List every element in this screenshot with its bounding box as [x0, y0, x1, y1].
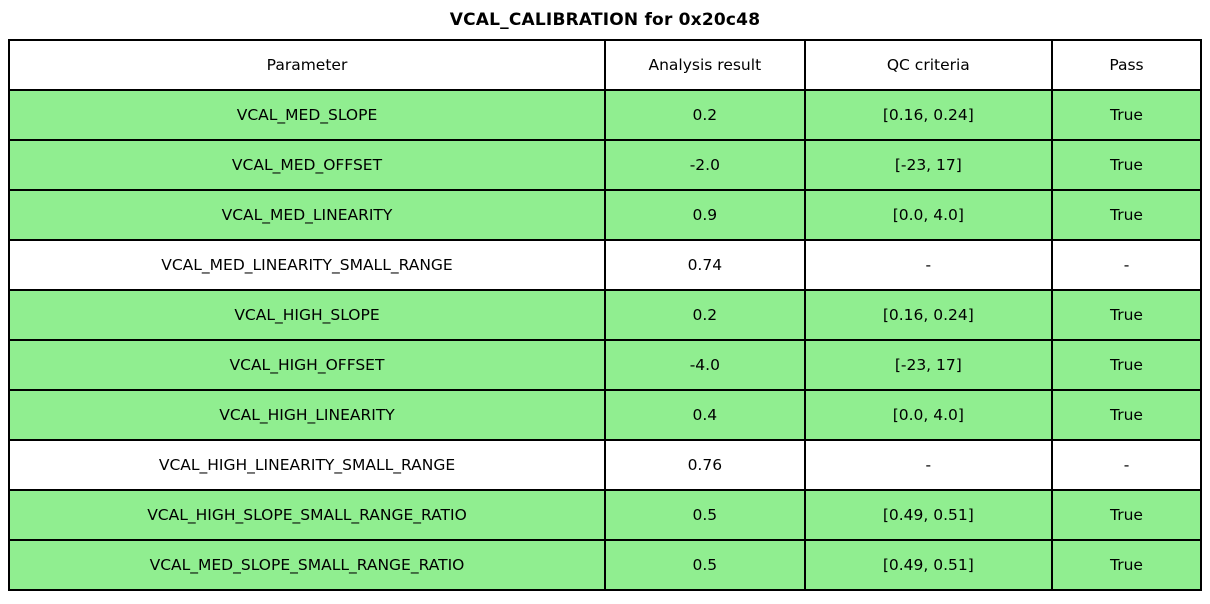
qc-results-table: Parameter Analysis result QC criteria Pa… [8, 39, 1203, 591]
cell-pass: True [1050, 339, 1203, 391]
cell-analysis-result: 0.74 [604, 239, 806, 291]
header-row: Parameter Analysis result QC criteria Pa… [8, 39, 1203, 91]
cell-pass: True [1050, 189, 1203, 241]
table-row: VCAL_MED_LINEARITY_SMALL_RANGE 0.74 - - [8, 239, 1203, 291]
cell-analysis-result: -2.0 [604, 139, 806, 191]
cell-qc-criteria: [0.16, 0.24] [803, 289, 1053, 341]
cell-parameter: VCAL_HIGH_LINEARITY_SMALL_RANGE [8, 439, 606, 491]
cell-pass: True [1050, 139, 1203, 191]
table-row: VCAL_MED_LINEARITY 0.9 [0.0, 4.0] True [8, 189, 1203, 241]
cell-parameter: VCAL_MED_SLOPE [8, 89, 606, 141]
cell-analysis-result: 0.76 [604, 439, 806, 491]
table-row: VCAL_HIGH_SLOPE_SMALL_RANGE_RATIO 0.5 [0… [8, 489, 1203, 541]
cell-qc-criteria: [0.49, 0.51] [803, 489, 1053, 541]
cell-pass: True [1050, 289, 1203, 341]
table-row: VCAL_MED_OFFSET -2.0 [-23, 17] True [8, 139, 1203, 191]
table-row: VCAL_MED_SLOPE 0.2 [0.16, 0.24] True [8, 89, 1203, 141]
cell-analysis-result: 0.5 [604, 489, 806, 541]
cell-pass: - [1050, 239, 1203, 291]
cell-pass: True [1050, 89, 1203, 141]
cell-parameter: VCAL_HIGH_OFFSET [8, 339, 606, 391]
cell-pass: True [1050, 539, 1203, 591]
cell-parameter: VCAL_HIGH_SLOPE_SMALL_RANGE_RATIO [8, 489, 606, 541]
table-row: VCAL_HIGH_SLOPE 0.2 [0.16, 0.24] True [8, 289, 1203, 341]
cell-qc-criteria: [-23, 17] [803, 139, 1053, 191]
cell-parameter: VCAL_HIGH_SLOPE [8, 289, 606, 341]
column-header-analysis-result: Analysis result [604, 39, 806, 91]
cell-qc-criteria: [0.0, 4.0] [803, 389, 1053, 441]
cell-analysis-result: 0.9 [604, 189, 806, 241]
column-header-qc-criteria: QC criteria [803, 39, 1053, 91]
figure-title: VCAL_CALIBRATION for 0x20c48 [449, 10, 761, 30]
table-row: VCAL_HIGH_LINEARITY_SMALL_RANGE 0.76 - - [8, 439, 1203, 491]
cell-parameter: VCAL_HIGH_LINEARITY [8, 389, 606, 441]
cell-qc-criteria: - [803, 239, 1053, 291]
cell-analysis-result: 0.2 [604, 289, 806, 341]
cell-qc-criteria: [0.49, 0.51] [803, 539, 1053, 591]
table-row: VCAL_HIGH_LINEARITY 0.4 [0.0, 4.0] True [8, 389, 1203, 441]
cell-qc-criteria: [-23, 17] [803, 339, 1053, 391]
cell-parameter: VCAL_MED_LINEARITY [8, 189, 606, 241]
column-header-parameter: Parameter [8, 39, 606, 91]
column-header-pass: Pass [1050, 39, 1203, 91]
cell-analysis-result: 0.5 [604, 539, 806, 591]
cell-pass: - [1050, 439, 1203, 491]
cell-parameter: VCAL_MED_OFFSET [8, 139, 606, 191]
table-row: VCAL_HIGH_OFFSET -4.0 [-23, 17] True [8, 339, 1203, 391]
cell-pass: True [1050, 489, 1203, 541]
table-row: VCAL_MED_SLOPE_SMALL_RANGE_RATIO 0.5 [0.… [8, 539, 1203, 591]
cell-parameter: VCAL_MED_SLOPE_SMALL_RANGE_RATIO [8, 539, 606, 591]
cell-qc-criteria: - [803, 439, 1053, 491]
cell-analysis-result: 0.4 [604, 389, 806, 441]
cell-qc-criteria: [0.16, 0.24] [803, 89, 1053, 141]
cell-pass: True [1050, 389, 1203, 441]
cell-parameter: VCAL_MED_LINEARITY_SMALL_RANGE [8, 239, 606, 291]
cell-analysis-result: -4.0 [604, 339, 806, 391]
cell-qc-criteria: [0.0, 4.0] [803, 189, 1053, 241]
cell-analysis-result: 0.2 [604, 89, 806, 141]
